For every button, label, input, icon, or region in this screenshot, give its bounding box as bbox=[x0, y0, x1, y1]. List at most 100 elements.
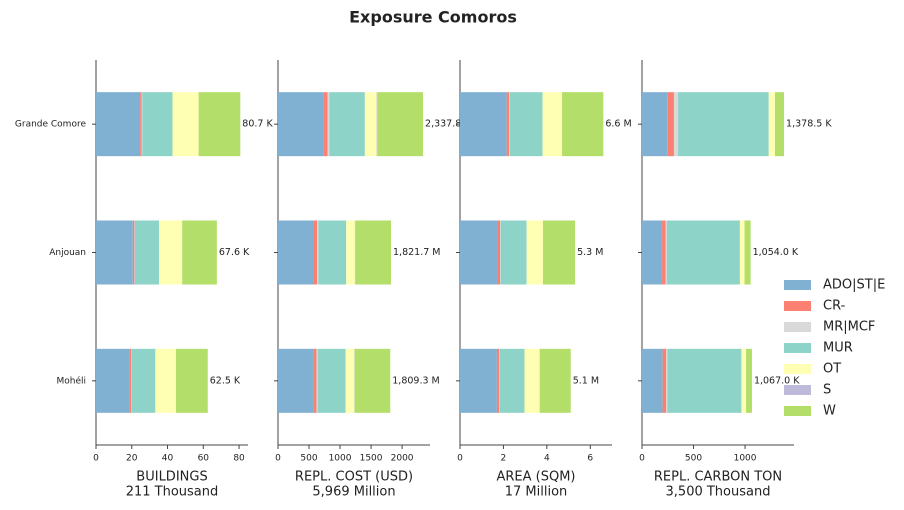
bar-segment bbox=[524, 348, 540, 413]
legend-swatch bbox=[784, 406, 811, 416]
x-tick-label: 20 bbox=[126, 454, 138, 464]
total-label: 1,378.5 K bbox=[786, 119, 832, 130]
bar-segment bbox=[542, 92, 563, 157]
bar-segment bbox=[460, 92, 507, 157]
bar-segment bbox=[364, 92, 377, 157]
bar-segment bbox=[329, 92, 365, 157]
bar-segment bbox=[509, 92, 543, 157]
bar-segment bbox=[377, 92, 424, 157]
bar-segment bbox=[132, 220, 135, 285]
total-label: 2,337.8 M bbox=[425, 119, 472, 130]
x-tick-label: 1000 bbox=[734, 454, 757, 464]
bar-segment bbox=[140, 92, 142, 157]
bar-segment bbox=[317, 220, 319, 285]
legend-label: S bbox=[823, 383, 831, 398]
x-axis-label: AREA (SQM) bbox=[496, 470, 575, 485]
total-label: 6.6 M bbox=[605, 119, 631, 130]
bar-segment bbox=[159, 220, 183, 285]
x-axis-label: BUILDINGS bbox=[136, 470, 207, 485]
bar-segment bbox=[134, 220, 160, 285]
legend-swatch bbox=[784, 364, 811, 374]
bar-segment bbox=[327, 92, 330, 157]
bar-segment bbox=[323, 92, 328, 157]
legend-label: MR|MCF bbox=[823, 320, 875, 335]
bar-segment bbox=[96, 348, 130, 413]
legend-label: W bbox=[823, 404, 836, 419]
bar-segment bbox=[662, 348, 667, 413]
bar-segment bbox=[172, 92, 199, 157]
legend-swatch bbox=[784, 343, 811, 353]
bar-segment bbox=[642, 348, 663, 413]
x-axis-label: REPL. CARBON TON bbox=[654, 470, 782, 485]
x-axis-label: 5,969 Million bbox=[312, 485, 395, 500]
total-label: 62.5 K bbox=[210, 375, 241, 386]
total-label: 1,054.0 K bbox=[753, 247, 799, 258]
x-tick-label: 0 bbox=[93, 454, 99, 464]
bar-segment bbox=[666, 220, 740, 285]
bar-segment bbox=[499, 348, 525, 413]
x-tick-label: 500 bbox=[685, 454, 702, 464]
total-label: 67.6 K bbox=[219, 247, 250, 258]
x-axis-label: 17 Million bbox=[505, 485, 568, 500]
bar-segment bbox=[678, 92, 769, 157]
y-tick-label: Mohéli bbox=[56, 375, 86, 386]
bar-segment bbox=[768, 92, 775, 157]
legend-label: OT bbox=[823, 362, 841, 377]
bar-segment bbox=[141, 92, 143, 157]
bar-segment bbox=[739, 220, 745, 285]
bar-segment bbox=[460, 348, 497, 413]
bar-segment bbox=[667, 348, 742, 413]
bar-segment bbox=[278, 348, 314, 413]
bar-segment bbox=[313, 220, 318, 285]
legend-swatch bbox=[784, 322, 811, 332]
bar-segment bbox=[175, 348, 208, 413]
bar-segment bbox=[496, 348, 500, 413]
bar-segment bbox=[182, 220, 217, 285]
bar-segment bbox=[278, 220, 314, 285]
bar-segment bbox=[741, 348, 747, 413]
bar-segment bbox=[744, 220, 751, 285]
legend-swatch bbox=[784, 301, 811, 311]
bar-segment bbox=[131, 348, 156, 413]
total-label: 80.7 K bbox=[242, 119, 273, 130]
bar-segment bbox=[278, 92, 324, 157]
legend-label: CR- bbox=[823, 299, 846, 314]
x-tick-label: 0 bbox=[457, 454, 463, 464]
bar-segment bbox=[460, 220, 498, 285]
legend-swatch bbox=[784, 280, 811, 290]
bar-segment bbox=[345, 348, 355, 413]
chart-title: Exposure Comoros bbox=[349, 8, 517, 27]
bar-segment bbox=[673, 92, 679, 157]
total-label: 1,821.7 M bbox=[393, 247, 440, 258]
bar-segment bbox=[142, 92, 173, 157]
bar-segment bbox=[642, 220, 663, 285]
bar-segment bbox=[666, 348, 668, 413]
bar-segment bbox=[662, 220, 666, 285]
x-tick-label: 2 bbox=[501, 454, 507, 464]
bar-segment bbox=[129, 348, 132, 413]
bar-segment bbox=[539, 348, 571, 413]
total-label: 5.3 M bbox=[577, 247, 603, 258]
bar-segment bbox=[316, 348, 318, 413]
bar-segment bbox=[746, 348, 752, 413]
bar-segment bbox=[317, 348, 346, 413]
legend-label: MUR bbox=[823, 341, 853, 356]
bar-segment bbox=[509, 92, 510, 157]
x-axis-label: 211 Thousand bbox=[126, 485, 219, 500]
x-tick-label: 60 bbox=[198, 454, 210, 464]
bar-segment bbox=[542, 220, 576, 285]
bar-segment bbox=[355, 220, 392, 285]
bar-segment bbox=[96, 220, 133, 285]
bar-segment bbox=[562, 92, 604, 157]
total-label: 1,809.3 M bbox=[392, 375, 439, 386]
y-tick-label: Anjouan bbox=[49, 248, 86, 258]
x-axis-label: REPL. COST (USD) bbox=[295, 470, 413, 485]
bar-segment bbox=[498, 220, 501, 285]
bar-segment bbox=[667, 92, 674, 157]
x-tick-label: 4 bbox=[544, 454, 550, 464]
bar-segment bbox=[96, 92, 141, 157]
bar-segment bbox=[318, 220, 347, 285]
legend-swatch bbox=[784, 385, 811, 395]
bar-segment bbox=[354, 348, 391, 413]
